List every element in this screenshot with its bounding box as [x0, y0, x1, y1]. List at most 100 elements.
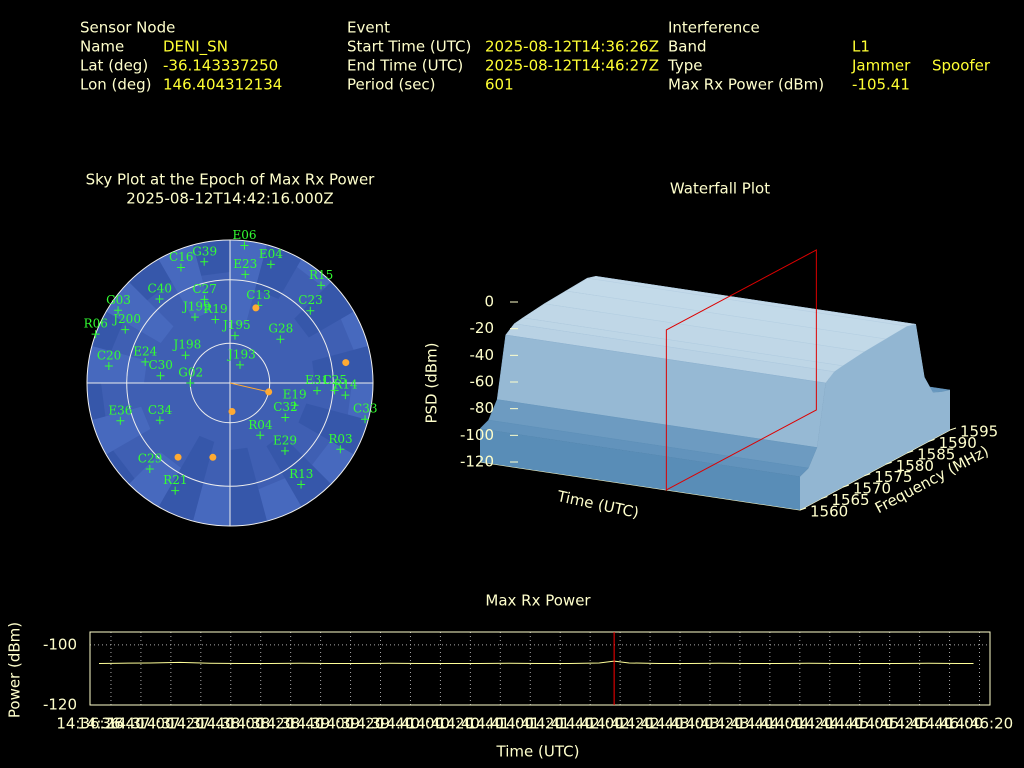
- z-tick-label: -80: [470, 399, 495, 417]
- sky-shade: [297, 259, 332, 289]
- satellite-label: G03: [106, 293, 131, 307]
- satellite-label: C40: [148, 282, 172, 296]
- field-value: 601: [485, 76, 514, 94]
- sky-shade: [312, 345, 373, 383]
- sky-shade: [106, 450, 135, 485]
- sky-shade: [87, 345, 147, 383]
- y-tick-label: 1580: [896, 457, 934, 475]
- satellite-marker: [290, 401, 299, 410]
- x-tick-label: 14:42:00: [556, 715, 623, 733]
- satellite-marker: [114, 306, 123, 315]
- x-tick-label: 14:39:40: [347, 715, 414, 733]
- x-tick-label: 14:43:00: [646, 715, 713, 733]
- x-tick-label: 14:39:00: [287, 715, 354, 733]
- y-tick-label: -100: [43, 635, 77, 653]
- satellite-label: R06: [84, 317, 108, 331]
- satellite-marker: [236, 360, 245, 369]
- z-tick-label: -120: [460, 453, 494, 471]
- x-tick-label: 14:38:20: [227, 715, 294, 733]
- satellite-label: R19: [203, 302, 227, 316]
- x-tick-label: 14:42:20: [586, 715, 653, 733]
- y-tick: [799, 507, 807, 511]
- satellite-label: J198: [172, 338, 202, 352]
- x-tick-label: 14:38:40: [257, 715, 324, 733]
- x-tick-label: 14:37:00: [107, 715, 174, 733]
- satellite-label: C20: [97, 348, 121, 362]
- x-tick-label: 14:45:00: [826, 715, 893, 733]
- flagged-marker: [342, 359, 350, 367]
- x-axis-label: Time (UTC): [496, 743, 580, 761]
- z-tick-label: -20: [470, 319, 495, 337]
- field-value: -105.41: [852, 76, 910, 94]
- x-tick-label: 14:46:20: [946, 715, 1013, 733]
- satellite-marker: [200, 257, 209, 266]
- satellite-marker: [341, 391, 350, 400]
- power-line: [98, 660, 974, 665]
- satellite-marker: [211, 315, 220, 324]
- satellite-label: E31: [305, 373, 329, 387]
- satellite-label: C13: [246, 288, 270, 302]
- field-label: Period (sec): [347, 76, 436, 94]
- epoch-plane: [665, 249, 817, 491]
- satellite-label: C29: [138, 451, 162, 465]
- y-axis-label: Power (dBm): [6, 622, 24, 718]
- y-tick-label: 1565: [831, 491, 869, 509]
- field-value: Spoofer: [932, 57, 991, 75]
- y-tick: [842, 484, 850, 488]
- elevation-ring: [126, 279, 334, 487]
- field-label: Type: [667, 57, 702, 75]
- satellite-label: R21: [163, 473, 187, 487]
- sky-shade: [91, 406, 151, 455]
- flagged-marker: [174, 453, 182, 461]
- x-tick-label: 14:45:40: [886, 715, 953, 733]
- satellite-marker: [145, 464, 154, 473]
- flagged-marker: [209, 453, 217, 461]
- satellite-marker: [313, 386, 322, 395]
- satellite-label: C25: [323, 373, 347, 387]
- field-value: 2025-08-12T14:36:26Z: [485, 38, 659, 56]
- satellite-label: C23: [298, 293, 322, 307]
- chart-title: Max Rx Power: [485, 592, 591, 610]
- field-label: End Time (UTC): [347, 57, 463, 75]
- field-label: Lat (deg): [80, 57, 148, 75]
- chart-title: Waterfall Plot: [670, 180, 770, 198]
- sky-shade: [87, 383, 106, 421]
- x-tick-label: 14:42:40: [616, 715, 683, 733]
- x-tick-label: 14:46:00: [916, 715, 983, 733]
- sky-shade: [258, 478, 302, 522]
- y-tick: [821, 496, 828, 500]
- x-tick-label: 14:41:40: [527, 715, 594, 733]
- x-tick-label: 14:37:40: [167, 715, 234, 733]
- sky-shade: [266, 434, 332, 507]
- sky-shade: [312, 441, 354, 485]
- satellite-marker: [181, 351, 190, 360]
- chart-subtitle: 2025-08-12T14:42:16.000Z: [126, 190, 333, 208]
- sky-shade: [230, 240, 268, 326]
- y-tick: [949, 427, 957, 431]
- satellite-marker: [190, 313, 199, 322]
- x-tick-label: 14:40:20: [407, 715, 474, 733]
- satellite-label: R03: [328, 432, 352, 446]
- satellite-marker: [266, 260, 275, 269]
- satellite-marker: [240, 241, 249, 250]
- x-tick-label: 14:43:20: [676, 715, 743, 733]
- satellite-marker: [155, 416, 164, 425]
- x-tick-label: 14:36:40: [77, 715, 144, 733]
- field-value: Jammer: [851, 57, 911, 75]
- satellite-marker: [336, 445, 345, 454]
- satellite-marker: [330, 386, 339, 395]
- x-tick-label: 14:45:20: [856, 715, 923, 733]
- satellite-marker: [104, 361, 113, 370]
- field-value: L1: [852, 38, 870, 56]
- field-label: Max Rx Power (dBm): [668, 76, 824, 94]
- satellite-label: R13: [289, 467, 313, 481]
- x-tick-label: 14:37:20: [137, 715, 204, 733]
- satellite-marker: [306, 306, 315, 315]
- section-title: Event: [347, 19, 390, 37]
- x-tick-label: 14:44:20: [766, 715, 833, 733]
- sky-shade: [230, 447, 268, 526]
- satellite-marker: [176, 263, 185, 272]
- sky-shade: [106, 281, 174, 343]
- y-tick-label: 1570: [853, 480, 891, 498]
- y-tick: [928, 438, 935, 442]
